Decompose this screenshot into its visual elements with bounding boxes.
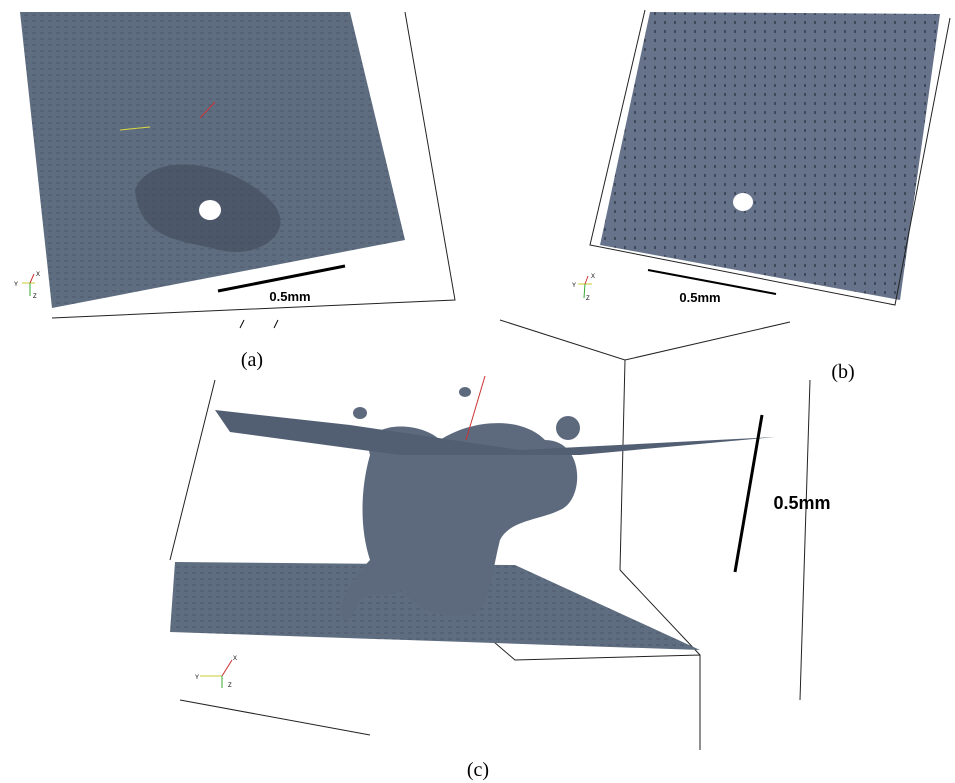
axes-triad: Y X Z (195, 656, 237, 689)
axis-label: X (591, 274, 595, 280)
panel-label: (c) (467, 759, 489, 781)
axis-label: Z (586, 296, 590, 302)
panel-label: (a) (241, 349, 263, 371)
particle (353, 407, 367, 419)
axis-label: Y (572, 283, 576, 289)
axis-label: Z (228, 683, 232, 689)
axis-label: X (36, 272, 40, 278)
panel-a: 0.5mm Y X Z (a) (14, 12, 455, 371)
scale-label: 0.5mm (773, 493, 830, 513)
particle (459, 387, 471, 397)
hole (733, 193, 753, 211)
box-edge (240, 320, 244, 328)
surface (20, 12, 405, 308)
axis-label: Y (195, 675, 199, 681)
axes-triad: Y X Z (14, 272, 40, 300)
scale-label: 0.5mm (679, 290, 720, 305)
axis-label: Z (33, 294, 37, 300)
panel-c: 0.5mm Y X Z (c) (170, 320, 831, 781)
axis-label: X (233, 656, 237, 662)
hole (199, 200, 221, 220)
box-edge (274, 320, 278, 328)
scale-label: 0.5mm (269, 289, 310, 304)
axes-triad: Y X Z (572, 274, 595, 302)
panel-b: 0.5mm Y X Z (b) (572, 10, 950, 383)
axis-label: Y (14, 282, 18, 288)
particle (556, 416, 580, 440)
panel-label: (b) (831, 361, 854, 383)
figure: 0.5mm Y X Z (a) 0.5mm Y X Z (b) (0, 0, 955, 783)
